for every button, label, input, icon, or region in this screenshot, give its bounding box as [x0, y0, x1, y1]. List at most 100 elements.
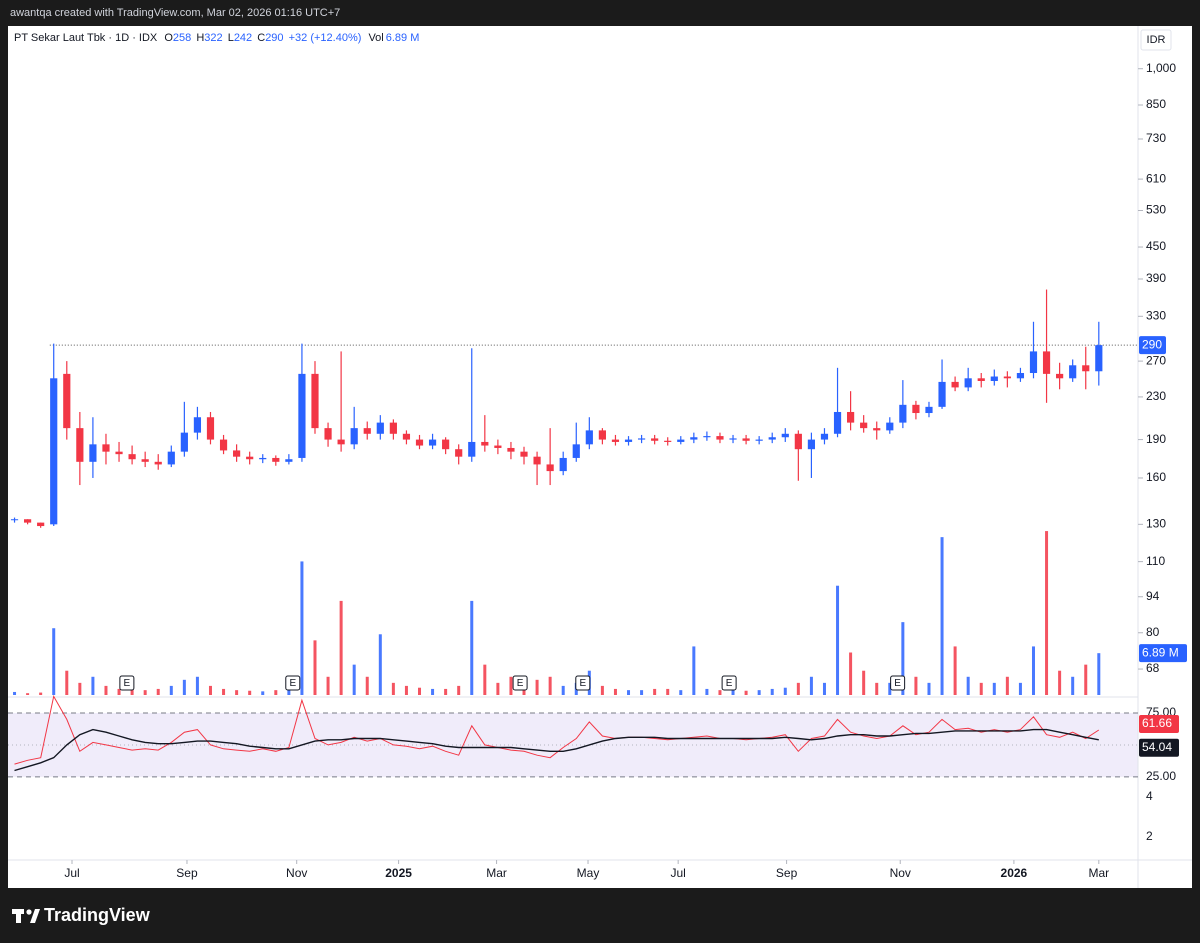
y-tick-label: 450: [1146, 239, 1166, 253]
volume-bar: [692, 646, 696, 695]
candle-body: [311, 373, 319, 429]
candle-body: [1016, 373, 1025, 379]
candle-body: [847, 411, 855, 423]
ohlc-label: O: [164, 32, 173, 44]
symbol-title: PT Sekar Laut Tbk · 1D · IDX: [14, 32, 158, 44]
volume-bar: [378, 634, 382, 695]
volume-bar: [809, 676, 813, 695]
volume-bar: [287, 688, 291, 695]
volume-bar: [914, 676, 918, 695]
logo-dot: [26, 909, 32, 915]
candle-body: [494, 445, 502, 448]
volume-bar: [548, 676, 552, 695]
candle-body: [50, 378, 58, 525]
candle-body: [807, 439, 816, 450]
candle-body: [481, 441, 489, 446]
earnings-marker: [721, 675, 737, 691]
candle-body: [703, 436, 711, 438]
candle-body: [1003, 376, 1011, 379]
volume-bar: [1005, 676, 1009, 695]
candle-body: [572, 444, 580, 458]
rsi-line: [14, 728, 1099, 772]
candle-body: [428, 439, 437, 446]
volume-bar: [966, 676, 970, 695]
volume-bar: [195, 676, 199, 695]
candle-body: [76, 428, 84, 462]
y-tick-label: 610: [1146, 171, 1166, 185]
volume-bar: [261, 691, 265, 695]
volume-bar: [104, 685, 108, 695]
candle-body: [442, 439, 450, 450]
volume-bar: [1097, 653, 1101, 695]
y-tick-label: 850: [1146, 97, 1166, 111]
candle-body: [637, 438, 646, 440]
volume-bar: [1031, 646, 1035, 695]
x-tick-label: 2026: [1001, 866, 1028, 880]
y-tick-label: 94: [1146, 589, 1160, 603]
candle-body: [886, 422, 894, 431]
volume-bar: [901, 622, 905, 695]
currency[interactable]: IDR: [1147, 34, 1166, 46]
earnings-label: E: [726, 678, 733, 689]
candle-body: [272, 457, 280, 462]
y2-tick-bg: [1140, 828, 1180, 845]
volume-bar: [653, 688, 657, 695]
volume-bar: [13, 691, 17, 695]
candle-body: [285, 459, 293, 462]
y-tick-label: 68: [1146, 661, 1160, 675]
volume-bar: [731, 690, 735, 695]
volume-bar: [979, 682, 983, 695]
volume-bar: [365, 676, 369, 695]
earnings-label: E: [517, 678, 524, 689]
volume-bar: [940, 537, 944, 695]
rsi-tag-label: 54.04: [1142, 740, 1172, 754]
candle-body: [507, 447, 515, 452]
candle-body: [755, 439, 763, 441]
volume-bar: [770, 688, 774, 695]
last-price-tag: [1139, 336, 1166, 355]
volume-bar: [757, 690, 761, 695]
earnings-marker: [890, 675, 906, 691]
volume-bar: [339, 600, 343, 695]
volume-bar: [143, 690, 147, 695]
candle-body: [206, 417, 215, 440]
candle-body: [624, 439, 633, 442]
candle-body: [193, 417, 202, 433]
volume-bar: [679, 690, 683, 695]
candle-body: [977, 378, 985, 381]
brand: TradingView: [44, 905, 151, 925]
candle-body: [585, 430, 593, 445]
logo-slash: [30, 909, 40, 923]
volume-bar: [600, 685, 604, 695]
candle-body: [415, 439, 424, 446]
x-tick-label: Sep: [176, 866, 198, 880]
candle-body: [337, 439, 345, 445]
change: +32 (+12.40%): [289, 32, 362, 44]
candle-body: [964, 378, 972, 388]
volume-bar: [130, 688, 134, 695]
volume-bar: [561, 685, 565, 695]
candle-body: [768, 437, 776, 440]
y-tick-label: 1,000: [1146, 61, 1176, 75]
earnings-label: E: [124, 678, 131, 689]
y-tick-label: 130: [1146, 517, 1166, 531]
candle-body: [324, 428, 332, 440]
candle-body: [651, 438, 659, 441]
volume-tag-label: 6.89 M: [1142, 645, 1179, 659]
candle-body: [1082, 365, 1090, 372]
currency-box[interactable]: [1140, 29, 1172, 51]
candle-body: [468, 441, 476, 457]
volume-bar: [182, 679, 186, 695]
volume-bar: [627, 690, 631, 695]
logo-stem: [16, 909, 21, 923]
candle-body: [1029, 351, 1038, 374]
volume-bar: [52, 628, 56, 695]
candle-body: [925, 406, 933, 414]
earnings-label: E: [894, 678, 901, 689]
candle-body: [24, 519, 32, 523]
volume-bar: [927, 682, 931, 695]
candle-body: [128, 454, 136, 460]
candle-body: [219, 439, 228, 451]
y-tick-label: 730: [1146, 131, 1166, 145]
volume-bar: [404, 685, 408, 695]
